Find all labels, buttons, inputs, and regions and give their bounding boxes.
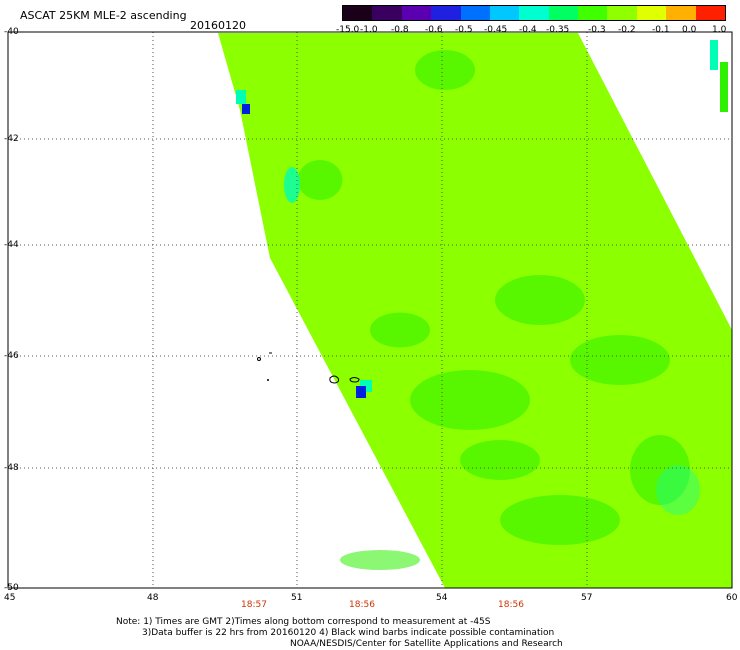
colorbar-label: -0.45: [484, 25, 508, 35]
note-line-2: 3)Data buffer is 22 hrs from 20160120 4)…: [142, 628, 555, 638]
swath-patch: [500, 495, 620, 545]
island-outline: [267, 379, 269, 381]
swath-patch: [242, 104, 250, 114]
time-label: 18:56: [349, 600, 375, 610]
note-line-1: Note: 1) Times are GMT 2)Times along bot…: [116, 617, 491, 627]
colorbar-segment: [666, 6, 696, 20]
latitude-label: -42: [4, 134, 19, 144]
island-outline: [257, 357, 261, 361]
latitude-label: -40: [4, 27, 19, 37]
longitude-label: 48: [147, 593, 159, 603]
swath-patch: [570, 335, 670, 385]
colorbar-label: -0.5: [455, 25, 473, 35]
longitude-label: 57: [581, 593, 593, 603]
swath-patch: [297, 160, 343, 200]
swath-patch: [356, 386, 366, 398]
colorbar-label: 1.0: [712, 25, 727, 35]
latitude-label: -48: [4, 463, 19, 473]
longitude-label: 60: [726, 593, 738, 603]
colorbar-segment: [401, 6, 432, 20]
note-line-3: NOAA/NESDIS/Center for Satellite Applica…: [290, 639, 563, 649]
swath-patch: [720, 62, 728, 112]
latitude-label: -44: [4, 240, 19, 250]
colorbar-label: -0.3: [588, 25, 606, 35]
colorbar-label: -0.6: [425, 25, 443, 35]
swath-patch: [370, 312, 430, 348]
swath-patch: [340, 550, 420, 570]
colorbar-label: -0.2: [618, 25, 636, 35]
colorbar-segment: [489, 6, 520, 20]
longitude-label: 45: [4, 593, 16, 603]
colorbar-label: -0.1: [652, 25, 670, 35]
colorbar-label: -0.8: [391, 25, 409, 35]
colorbar-label: -0.35: [546, 25, 570, 35]
swath-patch: [415, 50, 475, 90]
swath-patch: [656, 465, 700, 515]
colorbar-label: 0.0: [682, 25, 697, 35]
island-outlines: [257, 352, 360, 384]
time-label: 18:56: [498, 600, 524, 610]
swath-area: [218, 33, 732, 588]
colorbar-segment: [460, 6, 490, 20]
island-outline: [329, 375, 340, 384]
swath-patch: [284, 167, 300, 203]
colorbar-label: -1.0: [360, 25, 378, 35]
longitude-label: 51: [291, 593, 303, 603]
product-title: ASCAT 25KM MLE-2 ascending: [20, 9, 187, 22]
swath-patch: [630, 435, 690, 505]
colorbar-segment: [578, 6, 608, 20]
colorbar-segment: [431, 6, 461, 20]
swath-patch: [410, 370, 530, 430]
colorbar-segment: [548, 6, 578, 20]
grid-lines: [8, 32, 732, 588]
colorbar: [342, 5, 726, 21]
swath-patch: [710, 40, 718, 70]
colorbar-segment: [695, 6, 725, 20]
colorbar-label: -15.0: [336, 25, 360, 35]
colorbar-segment: [607, 6, 637, 20]
time-label: 18:57: [241, 600, 267, 610]
product-date: 20160120: [190, 19, 246, 32]
data-swath: [218, 33, 732, 588]
plot-frame: [7, 31, 733, 589]
latitude-label: -50: [4, 583, 19, 593]
colorbar-segment: [343, 6, 373, 20]
latitude-label: -46: [4, 351, 19, 361]
colorbar-label: -0.4: [519, 25, 537, 35]
swath-patch: [236, 90, 246, 104]
swath-patch: [495, 275, 585, 325]
colorbar-segment: [372, 6, 402, 20]
swath-patch: [460, 440, 540, 480]
colorbar-segment: [519, 6, 549, 20]
colorbar-segment: [636, 6, 667, 20]
longitude-label: 54: [436, 593, 448, 603]
island-outline: [349, 377, 360, 383]
